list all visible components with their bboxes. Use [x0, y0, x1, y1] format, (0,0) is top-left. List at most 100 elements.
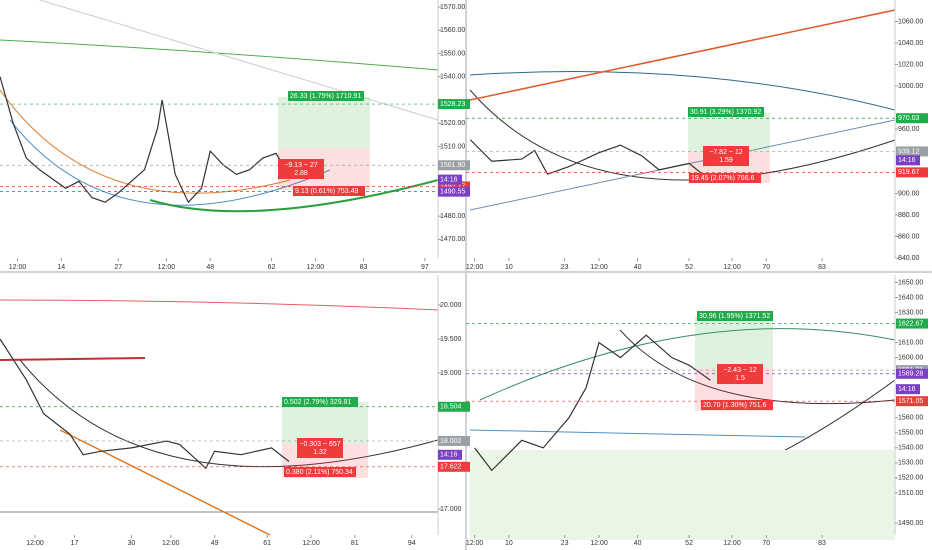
y-tick-label: 1560.00	[440, 27, 465, 34]
mid-badge	[278, 159, 324, 179]
x-tick-label: 12:00	[9, 264, 27, 271]
profit-zone	[278, 97, 370, 149]
mid-label: −7.82 ~ 12	[709, 149, 743, 156]
x-tick-label: 12:00	[307, 264, 325, 271]
price-tag	[438, 99, 470, 110]
price-tag	[438, 461, 470, 472]
target-badge	[288, 91, 364, 101]
curve	[0, 39, 439, 71]
target-badge	[697, 311, 773, 321]
price-tag	[438, 435, 470, 446]
x-tick-label: 23	[561, 264, 569, 271]
target-badge	[282, 397, 358, 407]
time-tag-label: 14:16	[898, 386, 916, 393]
y-tick-label: 1650.00	[898, 279, 923, 286]
stop-badge	[701, 400, 773, 410]
y-tick-label: 880.00	[898, 212, 920, 219]
mid-badge	[297, 438, 343, 458]
profit-zone	[282, 402, 368, 444]
y-tick-label: 900.00	[898, 190, 920, 197]
line	[39, 0, 439, 121]
target-label: 30.91 (3.29%) 1370.92	[690, 109, 761, 116]
mid-label: 2.88	[294, 170, 308, 177]
line	[59, 429, 271, 536]
y-tick-label: 1630.00	[898, 309, 923, 316]
stop-badge	[293, 186, 365, 196]
price-tag-label: 18.002	[440, 438, 462, 445]
price-tag-label: 1622.67	[898, 320, 923, 327]
line	[0, 357, 146, 361]
x-tick-label: 12:00	[302, 540, 320, 547]
x-tick-label: 70	[762, 264, 770, 271]
profit-zone	[688, 113, 770, 152]
y-tick-label: 1560.00	[898, 415, 923, 422]
y-tick-label: 1000.00	[898, 83, 923, 90]
x-tick-label: 97	[421, 264, 429, 271]
mid-label: −2.43 ~ 12	[723, 367, 757, 374]
x-tick-label: 83	[360, 264, 368, 271]
price-tag-label: 919.67	[898, 169, 920, 176]
price-tag-label: 1501.90	[440, 162, 465, 169]
y-tick-label: 1020.00	[898, 61, 923, 68]
price-tag	[896, 318, 928, 329]
price-line	[469, 139, 711, 182]
x-tick-label: 52	[685, 540, 693, 547]
x-tick-label: 83	[818, 540, 826, 547]
target-label: 30.96 (1.95%) 1371.52	[699, 313, 770, 320]
curve	[619, 329, 896, 405]
mid-label: −9.13 ~ 27	[284, 162, 318, 169]
price-tag	[438, 401, 470, 412]
curve	[479, 328, 896, 401]
price-line	[0, 76, 290, 204]
mid-label: 1.32	[313, 449, 327, 456]
stop-label: 0.380 (2.11%) 750.34	[286, 469, 353, 476]
y-tick-label: 1570.00	[440, 4, 465, 11]
stop-label: 9.13 (0.61%) 753.49	[295, 188, 359, 195]
decorations	[0, 0, 896, 540]
price-tag	[438, 160, 470, 171]
x-tick-label: 49	[211, 540, 219, 547]
x-tick-label: 40	[634, 264, 642, 271]
stop-badge	[689, 173, 761, 183]
y-tick-label: 1530.00	[898, 460, 923, 467]
curve	[0, 89, 291, 194]
mid-label: 1.5	[735, 375, 745, 382]
x-tick-label: 12:00	[466, 540, 484, 547]
y-tick-label: 1510.00	[440, 143, 465, 150]
x-tick-label: 12:00	[723, 540, 741, 547]
price-tag-label: 1490.55	[440, 188, 465, 195]
line	[469, 429, 806, 438]
curve	[469, 71, 896, 111]
x-tick-label: 27	[114, 264, 122, 271]
time-tag	[896, 384, 920, 395]
y-tick-label: 1510.00	[898, 490, 923, 497]
y-tick-label: 20.000	[440, 302, 462, 309]
time-tag	[438, 449, 462, 460]
y-tick-label: 1610.00	[898, 339, 923, 346]
curve	[9, 119, 331, 206]
time-tag	[438, 174, 462, 185]
price-tag	[896, 146, 928, 157]
x-tick-label: 81	[351, 540, 359, 547]
price-tag	[438, 181, 470, 192]
x-tick-label: 10	[505, 540, 513, 547]
x-tick-label: 12:00	[162, 540, 180, 547]
price-line	[0, 338, 290, 470]
y-tick-label: 1520.00	[898, 475, 923, 482]
zone	[470, 450, 895, 540]
x-tick-label: 14	[57, 264, 65, 271]
y-tick-label: 1550.00	[440, 50, 465, 57]
x-tick-label: 12:00	[26, 540, 44, 547]
price-tag-label: 939.12	[898, 148, 920, 155]
x-tick-label: 30	[128, 540, 136, 547]
price-tag-label: 1589.28	[898, 371, 923, 378]
y-tick-label: 1600.00	[898, 355, 923, 362]
y-tick-label: 1060.00	[898, 18, 923, 25]
profit-zone	[695, 316, 773, 369]
time-tag-label: 14:16	[440, 176, 458, 183]
x-tick-label: 12:00	[723, 264, 741, 271]
stop-label: 20.70 (1.30%) 751.6	[703, 402, 767, 409]
stop-label: 19.45 (2.07%) 766.6	[691, 175, 755, 182]
y-tick-label: 860.00	[898, 233, 920, 240]
